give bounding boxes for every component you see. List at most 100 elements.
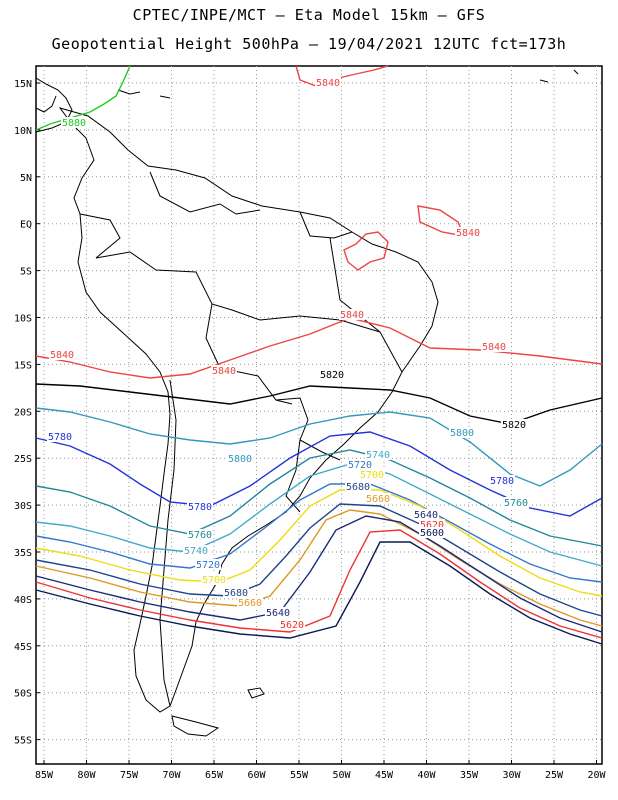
lon-tick-label: 45W xyxy=(375,770,394,781)
lat-tick-label: EQ xyxy=(20,220,32,231)
lon-tick-label: 70W xyxy=(162,770,181,781)
contour-5820-label: 5820 xyxy=(502,420,526,431)
contour-5700-line xyxy=(35,489,603,597)
contour-5740-label: 5740 xyxy=(184,546,208,557)
border-ecuador xyxy=(79,213,121,259)
lat-tick-label: 35S xyxy=(14,548,32,559)
contour-5600-line xyxy=(35,541,603,645)
lat-tick-label: 15N xyxy=(14,79,32,90)
height-contours xyxy=(35,65,603,645)
contour-5780-label: 5780 xyxy=(188,502,212,513)
contour-5720-label: 5720 xyxy=(196,560,220,571)
contour-label-bg xyxy=(201,574,227,585)
contour-label-bg xyxy=(187,529,213,540)
tierra-del-fuego xyxy=(171,715,220,737)
contour-5840-label: 5840 xyxy=(212,366,236,377)
central-america-coast-2 xyxy=(35,95,57,113)
contour-5840-label: 5840 xyxy=(456,228,480,239)
chart-title: CPTEC/INPE/MCT – Eta Model 15km – GFS xyxy=(132,6,486,24)
falklands xyxy=(247,687,265,699)
contour-5660-label: 5660 xyxy=(366,494,390,505)
contour-5720-label: 5720 xyxy=(348,460,372,471)
contour-label-bg xyxy=(365,493,391,504)
contour-5680-label: 5680 xyxy=(224,588,248,599)
contour-label-bg xyxy=(227,453,253,464)
lon-tick-label: 75W xyxy=(120,770,139,781)
lon-tick-label: 65W xyxy=(205,770,224,781)
contour-5820-line xyxy=(35,383,603,425)
contour-5880-label: 5880 xyxy=(62,118,86,129)
contour-5700-label: 5700 xyxy=(202,575,226,586)
contour-5620-label: 5620 xyxy=(280,620,304,631)
contour-5640-label: 5640 xyxy=(266,608,290,619)
contour-labels: 5880 5840 5840 5840 5840 5840 5840 5820 5820 5800… xyxy=(47,77,529,631)
contour-5740-line xyxy=(35,463,603,567)
border-chile-argentina xyxy=(159,379,177,707)
contour-5680-label: 5680 xyxy=(346,482,370,493)
contour-label-bg xyxy=(489,475,515,486)
contour-label-bg xyxy=(315,77,341,88)
lon-tick-label: 85W xyxy=(35,770,54,781)
contour-5640-line xyxy=(35,515,603,633)
contour-label-bg xyxy=(345,481,371,492)
lat-tick-label: 50S xyxy=(14,689,32,700)
lat-tick-label: 40S xyxy=(14,595,32,606)
contour-label-bg xyxy=(183,545,209,556)
contour-5840-label: 5840 xyxy=(482,342,506,353)
contour-label-bg xyxy=(47,431,73,442)
lon-tick-label: 35W xyxy=(460,770,479,781)
axis-ticks: 15N 10N 5N EQ 5S 10S 15S 20S 25S 30S 35S 40S 45S 50S 5… xyxy=(14,79,607,781)
lon-tick-label: 80W xyxy=(77,770,96,781)
contour-5620-line xyxy=(35,529,603,639)
contour-5780-label: 5780 xyxy=(490,476,514,487)
contour-5720-line xyxy=(35,483,603,583)
lat-tick-label: 5N xyxy=(20,173,32,184)
lat-tick-label: 10S xyxy=(14,314,32,325)
contour-5740-label: 5740 xyxy=(366,450,390,461)
lon-tick-label: 25W xyxy=(545,770,564,781)
contour-5880-line xyxy=(35,65,131,131)
contour-5800-label: 5800 xyxy=(228,454,252,465)
contour-5640-label: 5640 xyxy=(414,510,438,521)
contour-5680-line xyxy=(35,503,603,617)
contour-label-bg xyxy=(49,349,75,360)
contour-label-bg xyxy=(237,597,263,608)
contour-5760-label: 5760 xyxy=(504,498,528,509)
contour-5700-label: 5700 xyxy=(360,470,384,481)
contour-label-bg xyxy=(503,497,529,508)
contour-5660-line xyxy=(35,509,603,627)
caribbean-islands xyxy=(117,69,579,99)
contour-label-bg xyxy=(419,527,445,538)
contour-5660-label: 5660 xyxy=(238,598,262,609)
border-guianas xyxy=(299,211,353,239)
chart-subtitle: Geopotential Height 500hPa – 19/04/2021 … xyxy=(51,35,567,53)
contour-label-bg xyxy=(481,341,507,352)
lat-tick-label: 5S xyxy=(20,267,32,278)
lon-tick-label: 50W xyxy=(332,770,351,781)
contour-label-bg xyxy=(195,559,221,570)
lon-tick-label: 20W xyxy=(587,770,606,781)
south-america-coastline xyxy=(58,107,439,713)
lat-tick-label: 10N xyxy=(14,126,32,137)
contour-label-bg xyxy=(365,449,391,460)
lon-tick-label: 40W xyxy=(417,770,436,781)
gridlines xyxy=(36,66,602,764)
lat-tick-label: 15S xyxy=(14,360,32,371)
contour-label-bg xyxy=(455,227,481,238)
contour-label-bg xyxy=(223,587,249,598)
contour-5840-label: 5840 xyxy=(50,350,74,361)
contour-label-bg xyxy=(211,365,237,376)
contour-5620-label: 5620 xyxy=(420,520,444,531)
contour-5840-line xyxy=(343,231,389,271)
contour-label-bg xyxy=(187,501,213,512)
central-america-coast xyxy=(35,77,73,133)
border-brazil-states xyxy=(259,237,403,373)
lat-tick-label: 25S xyxy=(14,454,32,465)
border-brazil-paraguay xyxy=(275,397,341,461)
contour-label-bg xyxy=(319,369,345,380)
contour-5840-label: 5840 xyxy=(316,78,340,89)
lon-tick-label: 60W xyxy=(247,770,266,781)
contour-label-bg xyxy=(279,619,305,630)
border-bolivia xyxy=(205,303,293,405)
